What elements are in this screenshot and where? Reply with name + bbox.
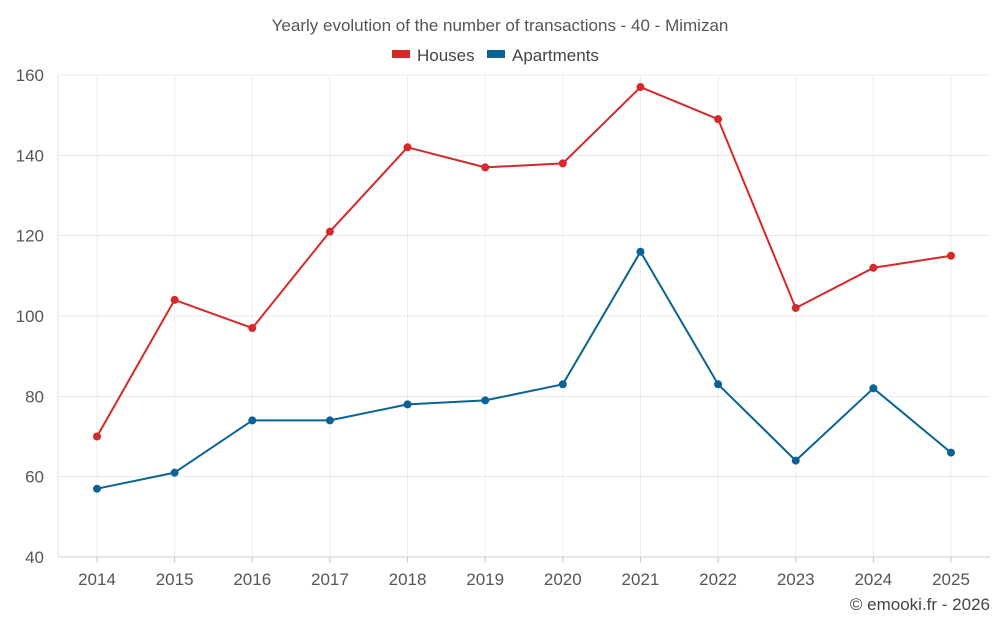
x-tick-label: 2025 (932, 570, 970, 589)
data-point-apartments[interactable] (869, 384, 878, 393)
chart-title: Yearly evolution of the number of transa… (272, 16, 729, 35)
data-point-apartments[interactable] (93, 484, 101, 493)
data-point-houses[interactable] (481, 163, 490, 172)
data-point-apartments[interactable] (481, 396, 490, 405)
x-tick-label: 2017 (311, 570, 349, 589)
grid (58, 74, 990, 558)
x-tick-label: 2015 (156, 570, 194, 589)
x-tick-label: 2016 (233, 570, 271, 589)
data-point-apartments[interactable] (558, 380, 567, 389)
legend: Houses Apartments (392, 46, 599, 65)
series-apartments (93, 247, 955, 493)
y-tick-label: 80 (25, 387, 44, 406)
x-tick-label: 2014 (78, 570, 116, 589)
legend-label-apartments: Apartments (512, 46, 599, 65)
series (93, 83, 955, 493)
data-point-apartments[interactable] (325, 416, 334, 425)
data-point-houses[interactable] (93, 432, 101, 441)
data-point-apartments[interactable] (636, 247, 645, 256)
y-tick-label: 60 (25, 468, 44, 487)
x-tick-label: 2024 (854, 570, 892, 589)
series-houses (93, 83, 955, 441)
data-point-apartments[interactable] (248, 416, 257, 425)
axes: 40 60 80 100 120 140 160 2014 2015 2016 2017 2018 20… (16, 66, 990, 589)
x-tick-label: 2020 (544, 570, 582, 589)
x-tick-label: 2021 (622, 570, 660, 589)
legend-swatch-apartments (487, 50, 505, 58)
legend-item-apartments[interactable]: Apartments (487, 46, 599, 65)
x-tick-label: 2018 (389, 570, 427, 589)
data-point-houses[interactable] (325, 227, 334, 236)
y-tick-label: 100 (16, 307, 44, 326)
y-tick-label: 40 (25, 548, 44, 567)
legend-swatch-houses (392, 50, 410, 58)
data-point-apartments[interactable] (947, 448, 955, 457)
series-line-houses (96, 86, 952, 437)
legend-label-houses: Houses (417, 46, 475, 65)
data-point-houses[interactable] (248, 324, 257, 333)
y-tick-label: 140 (16, 146, 44, 165)
legend-item-houses[interactable]: Houses (392, 46, 475, 65)
series-line-apartments (96, 250, 952, 490)
data-point-apartments[interactable] (791, 456, 800, 465)
y-tick-label: 120 (16, 227, 44, 246)
y-tick-label: 160 (16, 66, 44, 85)
data-point-houses[interactable] (714, 115, 723, 124)
data-point-houses[interactable] (869, 263, 878, 272)
data-point-houses[interactable] (403, 143, 412, 152)
x-tick-label: 2023 (777, 570, 815, 589)
data-point-apartments[interactable] (403, 400, 412, 409)
data-point-houses[interactable] (558, 159, 567, 168)
data-point-apartments[interactable] (170, 468, 179, 477)
data-point-houses[interactable] (636, 83, 645, 92)
data-point-houses[interactable] (170, 295, 179, 304)
data-point-apartments[interactable] (714, 380, 723, 389)
data-point-houses[interactable] (791, 303, 800, 312)
x-tick-label: 2022 (699, 570, 737, 589)
data-point-houses[interactable] (947, 251, 955, 260)
x-tick-label: 2019 (466, 570, 504, 589)
credit-text: © emooki.fr - 2026 (850, 595, 990, 614)
